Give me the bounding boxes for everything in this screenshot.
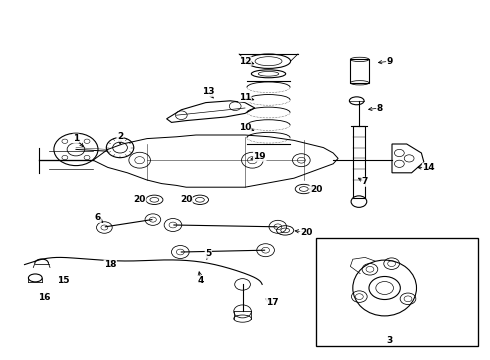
Text: 20: 20 xyxy=(180,195,193,204)
Bar xyxy=(353,126,365,198)
Text: 14: 14 xyxy=(422,163,435,172)
Text: 12: 12 xyxy=(239,57,251,66)
Text: 11: 11 xyxy=(239,93,251,102)
Bar xyxy=(316,238,478,346)
Text: 5: 5 xyxy=(205,249,211,258)
Text: 20: 20 xyxy=(300,228,313,237)
Bar xyxy=(350,59,369,83)
Text: 2: 2 xyxy=(117,132,123,141)
Text: 6: 6 xyxy=(95,213,101,222)
Text: 3: 3 xyxy=(387,336,392,345)
Text: 9: 9 xyxy=(386,57,393,66)
Text: 10: 10 xyxy=(239,123,251,132)
Text: 17: 17 xyxy=(266,298,278,307)
Text: 7: 7 xyxy=(362,177,368,186)
Text: 8: 8 xyxy=(377,104,383,113)
Text: 19: 19 xyxy=(253,152,266,161)
Text: 4: 4 xyxy=(197,276,204,285)
Text: 18: 18 xyxy=(104,260,117,269)
Text: 20: 20 xyxy=(310,185,322,194)
Text: 15: 15 xyxy=(57,276,70,285)
Text: 13: 13 xyxy=(202,87,215,96)
Text: 16: 16 xyxy=(38,292,50,302)
Text: 1: 1 xyxy=(73,134,79,143)
Text: 20: 20 xyxy=(133,195,146,204)
